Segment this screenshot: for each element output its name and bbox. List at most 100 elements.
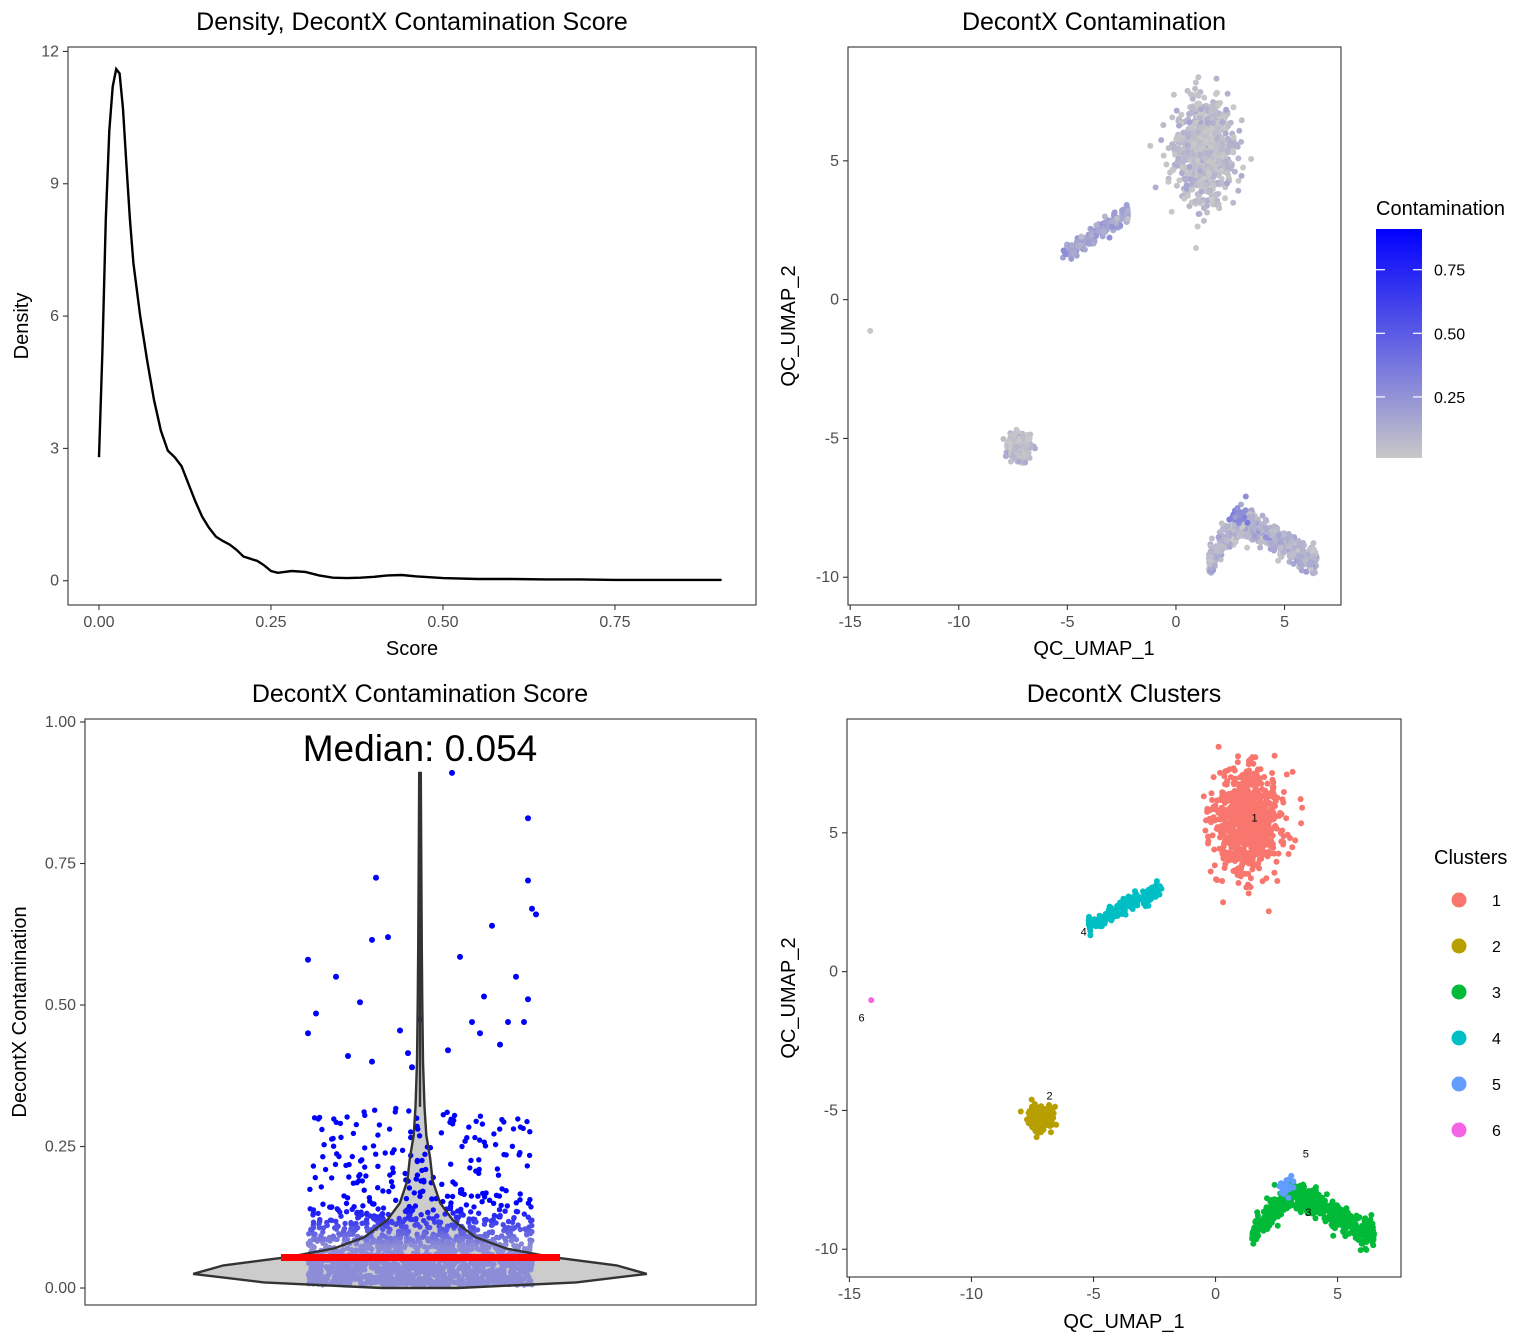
contamination-cell-point [1223,169,1230,176]
cluster-cell-point [1268,850,1274,857]
cluster-cell-point [1252,828,1259,835]
violin-jitter-point [402,1208,409,1215]
contamination-cell-point [1197,181,1204,188]
violin-jitter-point [350,1130,357,1137]
violin-jitter-point [524,1231,530,1237]
cluster-cell-point [1216,845,1223,852]
violin-panel: DecontX Contamination Score Median: 0.05… [9,680,757,1306]
contamination-umap-x-tick-label: 5 [1280,614,1289,631]
contamination-cell-point [1176,122,1182,129]
clusters-umap-title: DecontX Clusters [1027,680,1222,708]
contamination-cell-point [1310,540,1317,547]
violin-jitter-point [353,1121,359,1128]
contamination-cell-point [1147,142,1154,149]
violin-jitter-point [506,1233,512,1239]
contamination-cell-point [1225,163,1231,170]
contamination-cell-point [1206,561,1213,568]
violin-jitter-point [421,1217,427,1224]
cluster-cell-point [1278,838,1285,845]
contamination-umap-title: DecontX Contamination [962,8,1226,36]
violin-jitter-point [357,1171,363,1178]
contamination-cell-point [1174,134,1181,141]
contamination-cell-point [1010,454,1017,461]
violin-y-tick-label: 0.50 [45,997,76,1014]
violin-jitter-point [459,1263,466,1270]
violin-jitter-point [334,1151,340,1157]
violin-jitter-point [426,1215,432,1221]
violin-outlier-point [405,1050,411,1057]
violin-jitter-point [439,1181,445,1188]
density-x-label: Score [386,638,438,660]
violin-jitter-point [315,1116,321,1122]
contamination-cell-point [1267,539,1274,546]
violin-jitter-point [391,1147,397,1153]
violin-jitter-point [412,1222,418,1228]
violin-jitter-point [406,1108,412,1114]
cluster-cell-point [1215,743,1222,750]
cluster-cell-point [1038,1103,1045,1110]
contamination-cell-point [1169,141,1176,148]
violin-jitter-point [466,1262,472,1268]
violin-y-ticks: 0.000.250.500.751.00 [45,714,85,1297]
cluster-cell-point [1238,864,1245,870]
contamination-cell-point [1290,560,1297,567]
contamination-cell-point [1178,136,1185,143]
violin-jitter-point [524,1118,530,1125]
violin-jitter-point [503,1188,509,1194]
violin-jitter-point [399,1147,406,1154]
cluster-cell-point [1214,797,1221,804]
contamination-cell-point [1068,242,1075,249]
violin-jitter-point [464,1281,470,1287]
contamination-cell-point [1207,543,1214,550]
cluster-cell-point [1200,793,1207,800]
violin-jitter-point [518,1241,525,1247]
contamination-cell-point [1163,161,1170,168]
violin-outlier-point [409,1064,415,1071]
violin-jitter-point [386,1126,393,1132]
contamination-cell-point [1238,172,1245,179]
violin-jitter-point [482,1231,489,1237]
contamination-cell-point [1218,167,1225,174]
contamination-cell-point [1093,233,1099,240]
violin-jitter-point [450,1179,456,1185]
contamination-cell-point [1288,538,1295,545]
cluster-cell-point [1273,858,1280,865]
violin-jitter-point [494,1166,501,1172]
violin-jitter-point [501,1267,507,1274]
violin-jitter-point [467,1165,473,1171]
violin-jitter-point [425,1263,432,1269]
contamination-cell-point [1165,178,1172,185]
contamination-cell-point [1209,120,1216,126]
violin-outlier-point [345,1053,351,1059]
violin-jitter-point [369,1201,376,1207]
contamination-cell-point [1251,533,1258,540]
cluster-cell-point [1243,834,1250,841]
contamination-cell-point [1290,552,1296,559]
cluster-cell-point [1207,807,1213,814]
violin-jitter-point [495,1172,502,1178]
contamination-cell-point [1210,181,1217,188]
violin-jitter-point [455,1214,462,1220]
violin-jitter-point [306,1231,312,1237]
violin-outlier-point [529,905,535,912]
contamination-cell-point [1101,213,1108,220]
violin-jitter-point [459,1230,466,1236]
contamination-cell-point [1165,145,1172,152]
contamination-cell-point [1234,505,1241,511]
violin-jitter-point [330,1143,337,1149]
cluster-cell-point [1243,801,1250,808]
violin-outlier-point [357,999,363,1006]
violin-jitter-point [513,1208,520,1215]
contamination-cell-point [1020,443,1026,450]
cluster-cell-point [1279,796,1286,803]
cluster-cell-point [1235,753,1241,760]
violin-jitter-point [330,1135,336,1142]
violin-jitter-point [480,1190,486,1197]
contamination-cell-point [1224,523,1231,530]
violin-jitter-point [420,1281,426,1287]
cluster-cell-point [1269,816,1276,823]
violin-jitter-point [360,1220,367,1226]
contamination-cell-point [1201,94,1208,101]
violin-jitter-point [468,1157,474,1164]
density-x-tick-label: 0.00 [83,614,114,631]
